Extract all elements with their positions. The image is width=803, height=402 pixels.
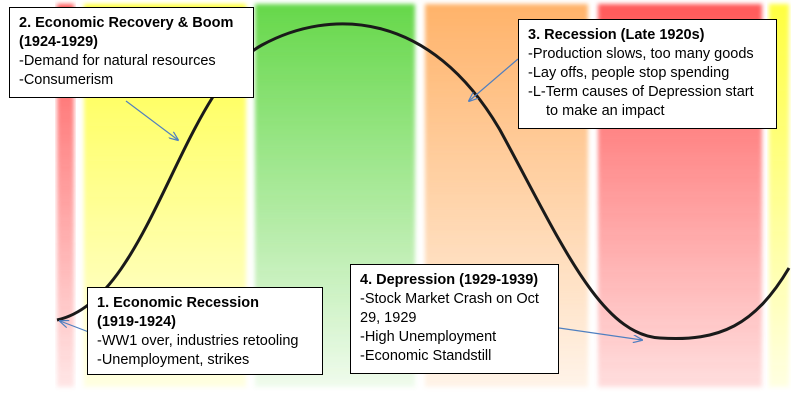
arrow-boom — [125, 100, 178, 140]
arrow-late-recession — [469, 58, 519, 101]
depression-title: 4. Depression (1929-1939) — [360, 272, 539, 288]
late-recession-point-3: -L-Term causes of Depression start — [528, 84, 754, 100]
depression-point-1-continued: 29, 1929 — [360, 310, 417, 326]
recession-title-line1: 1. Economic Recession — [97, 295, 259, 311]
arrow-depression — [558, 327, 642, 340]
late-recession-point-2: -Lay offs, people stop spending — [528, 65, 730, 81]
boom-point-1: -Demand for natural resources — [19, 53, 216, 69]
boom-callout: 2. Economic Recovery & Boom (1924-1929) … — [9, 7, 254, 98]
depression-point-1: -Stock Market Crash on Oct — [360, 291, 539, 307]
boom-title-line2: (1924-1929) — [19, 34, 98, 50]
late-recession-point-3-continued: to make an impact — [546, 103, 665, 119]
late-recession-callout: 3. Recession (Late 1920s) -Production sl… — [518, 19, 777, 129]
boom-point-2: -Consumerism — [19, 72, 114, 88]
recession-point-2: -Unemployment, strikes — [97, 352, 250, 368]
depression-point-3: -Economic Standstill — [360, 348, 492, 364]
recession-title-line2: (1919-1924) — [97, 314, 176, 330]
depression-callout: 4. Depression (1929-1939) -Stock Market … — [350, 264, 559, 374]
boom-title-line1: 2. Economic Recovery & Boom — [19, 15, 234, 31]
business-cycle-curve — [56, 22, 791, 341]
recession-point-1: -WW1 over, industries retooling — [97, 333, 299, 349]
recession-callout: 1. Economic Recession (1919-1924) -WW1 o… — [87, 287, 323, 375]
late-recession-point-1: -Production slows, too many goods — [528, 46, 754, 62]
depression-point-2: -High Unemployment — [360, 329, 497, 345]
red-band-start — [57, 4, 74, 387]
late-recession-title: 3. Recession (Late 1920s) — [528, 27, 705, 43]
